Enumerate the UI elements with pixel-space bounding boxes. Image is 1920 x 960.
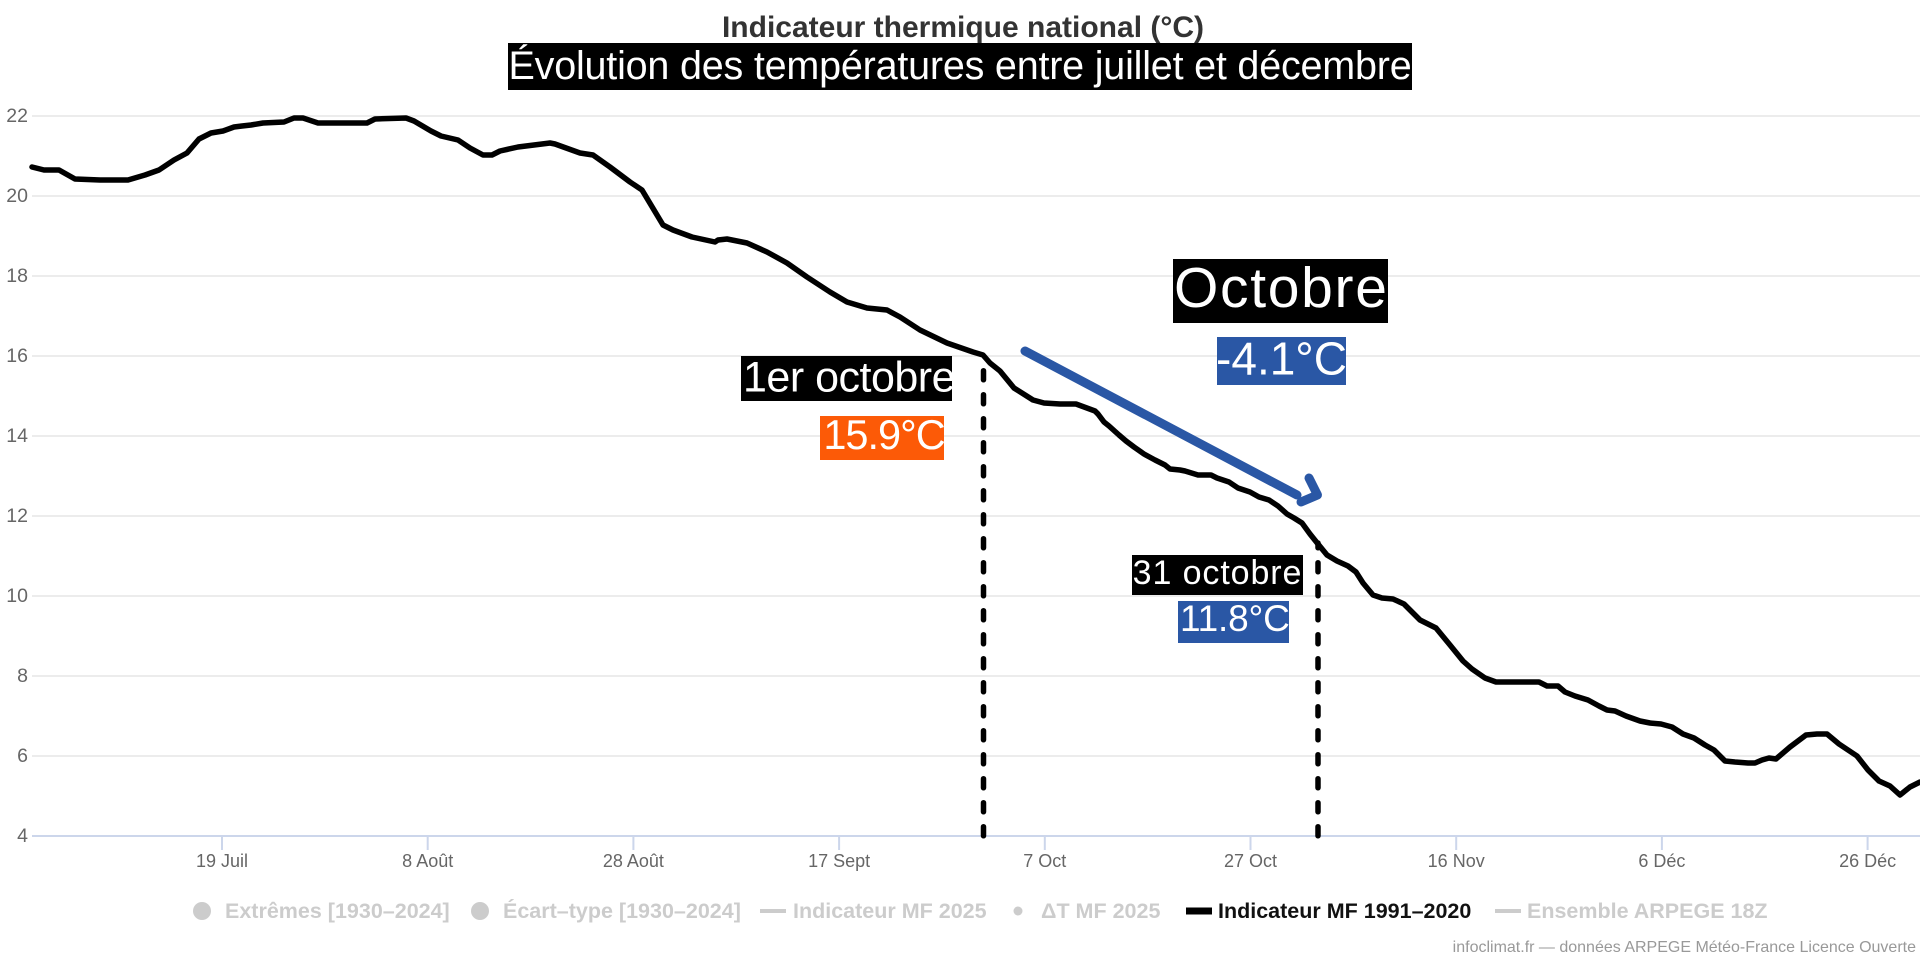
svg-text:Octobre: Octobre — [1174, 256, 1389, 320]
svg-text:Écart–type [1930–2024]: Écart–type [1930–2024] — [503, 898, 741, 923]
svg-text:20: 20 — [6, 185, 28, 207]
svg-text:Indicateur MF 2025: Indicateur MF 2025 — [793, 899, 987, 923]
svg-text:7 Oct: 7 Oct — [1023, 851, 1066, 871]
svg-text:6 Déc: 6 Déc — [1638, 851, 1685, 871]
svg-text:8: 8 — [17, 665, 28, 687]
svg-text:26 Déc: 26 Déc — [1839, 851, 1896, 871]
svg-text:17 Sept: 17 Sept — [808, 851, 870, 871]
svg-text:Extrêmes [1930–2024]: Extrêmes [1930–2024] — [225, 899, 450, 923]
svg-text:31 octobre: 31 octobre — [1133, 554, 1303, 592]
svg-text:Évolution des températures ent: Évolution des températures entre juillet… — [509, 44, 1412, 88]
svg-text:6: 6 — [17, 745, 28, 767]
svg-text:19 Juil: 19 Juil — [196, 851, 248, 871]
svg-text:16 Nov: 16 Nov — [1428, 851, 1485, 871]
svg-text:11.8°C: 11.8°C — [1180, 598, 1290, 639]
svg-text:Indicateur MF 1991–2020: Indicateur MF 1991–2020 — [1218, 899, 1471, 923]
svg-text:ΔT MF 2025: ΔT MF 2025 — [1041, 899, 1160, 923]
svg-text:27 Oct: 27 Oct — [1224, 851, 1277, 871]
svg-text:4: 4 — [17, 825, 28, 847]
svg-text:8 Août: 8 Août — [402, 851, 453, 871]
svg-text:28 Août: 28 Août — [603, 851, 664, 871]
svg-text:infoclimat.fr — données ARPEGE: infoclimat.fr — données ARPEGE Météo-Fra… — [1453, 939, 1916, 956]
svg-text:12: 12 — [6, 505, 28, 527]
svg-text:16: 16 — [6, 345, 28, 367]
svg-text:18: 18 — [6, 265, 28, 287]
svg-text:14: 14 — [6, 425, 28, 447]
svg-text:22: 22 — [6, 105, 28, 127]
svg-text:15.9°C: 15.9°C — [823, 411, 944, 458]
svg-text:1er octobre: 1er octobre — [743, 354, 955, 402]
svg-text:Indicateur thermique national: Indicateur thermique national (°C) — [722, 11, 1204, 44]
svg-text:-4.1°C: -4.1°C — [1216, 332, 1347, 384]
svg-text:Ensemble ARPEGE 18Z: Ensemble ARPEGE 18Z — [1527, 899, 1768, 923]
svg-text:10: 10 — [6, 585, 28, 607]
